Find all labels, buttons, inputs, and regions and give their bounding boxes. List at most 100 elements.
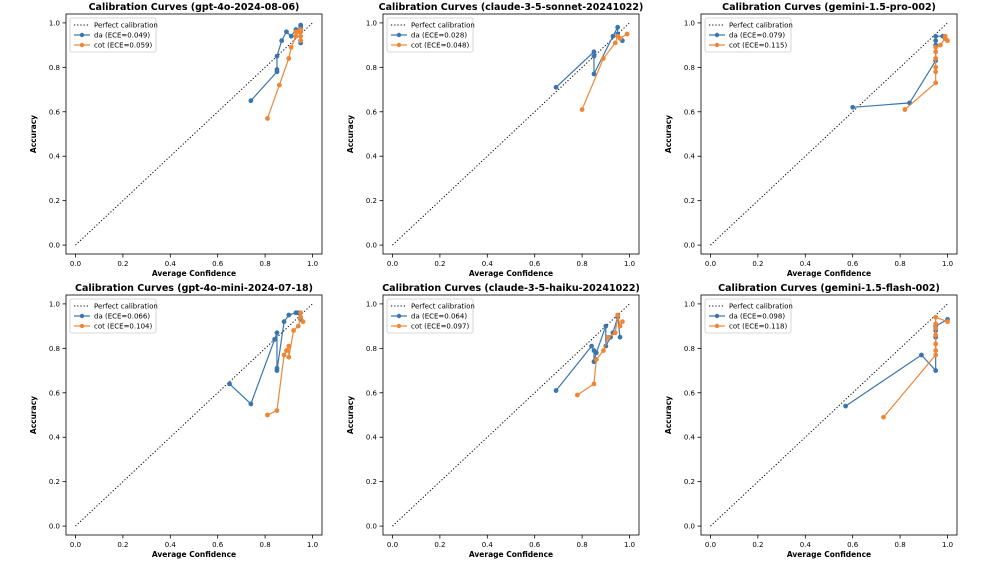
- legend: Perfect calibration da (ECE=0.049) cot (EC…: [69, 17, 158, 53]
- data-point-cot: [945, 38, 950, 44]
- x-axis-label: Average Confidence: [787, 269, 871, 278]
- x-tick-label: 0.8: [895, 541, 906, 549]
- data-point-da: [615, 24, 621, 30]
- chart-title: Calibration Curves (gemini-1.5-flash-002…: [718, 283, 940, 294]
- legend-box: [704, 17, 792, 53]
- y-tick-label: 0.4: [684, 434, 696, 442]
- legend-label-cot: cot (ECE=0.059): [94, 42, 152, 50]
- series-line-da: [845, 318, 948, 407]
- y-tick-label: 0.0: [366, 523, 377, 531]
- legend-label-da: da (ECE=0.098): [729, 313, 785, 321]
- y-axis-label: Accuracy: [346, 115, 355, 153]
- subplot-4: Calibration Curves (gpt-4o-mini-2024-07-…: [29, 283, 323, 559]
- series-line-da: [555, 317, 621, 391]
- x-tick-label: 0.2: [117, 260, 128, 268]
- data-point-cot: [265, 412, 270, 418]
- data-point-da: [591, 49, 597, 55]
- legend: Perfect calibration da (ECE=0.098) cot (EC…: [704, 298, 793, 334]
- y-tick-label: 0.8: [366, 345, 377, 353]
- x-tick-label: 0.6: [529, 541, 541, 549]
- data-point-da: [553, 84, 559, 90]
- legend-label-perfect: Perfect calibration: [729, 22, 793, 30]
- legend-box: [386, 298, 474, 334]
- data-point-cot: [620, 319, 625, 325]
- x-tick-label: 1.0: [307, 260, 318, 268]
- data-point-cot: [945, 319, 950, 325]
- legend-label-da: da (ECE=0.066): [94, 313, 150, 321]
- data-point-cot: [933, 341, 939, 347]
- legend-label-perfect: Perfect calibration: [94, 303, 158, 311]
- series-line-cot: [581, 33, 628, 110]
- data-point-cot: [288, 44, 294, 50]
- data-point-da: [286, 312, 292, 318]
- data-point-da: [610, 33, 616, 39]
- data-point-da: [274, 330, 280, 336]
- data-point-da: [248, 98, 254, 104]
- y-tick-label: 0.4: [366, 434, 378, 442]
- x-tick-label: 0.0: [705, 541, 716, 549]
- x-tick-label: 0.2: [752, 260, 763, 268]
- y-axis-label: Accuracy: [29, 115, 38, 153]
- data-point-cot: [933, 44, 939, 50]
- legend-label-da: da (ECE=0.049): [94, 32, 150, 40]
- x-tick-label: 1.0: [624, 541, 635, 549]
- data-point-da: [284, 29, 289, 35]
- data-point-cot: [298, 38, 304, 44]
- legend-label-perfect: Perfect calibration: [411, 303, 475, 311]
- data-point-cot: [933, 56, 939, 61]
- data-point-da: [288, 33, 294, 39]
- x-tick-label: 0.0: [387, 541, 398, 549]
- y-tick-label: 0.8: [684, 64, 695, 72]
- x-tick-label: 0.6: [212, 260, 224, 268]
- chart-title: Calibration Curves (gemini-1.5-pro-002): [722, 2, 936, 13]
- data-point-cot: [617, 323, 623, 329]
- y-tick-label: 0.0: [49, 242, 60, 250]
- y-tick-label: 1.0: [366, 300, 377, 308]
- chart-title: Calibration Curves (gpt-4o-mini-2024-07-…: [75, 283, 313, 294]
- data-point-cot: [286, 343, 292, 349]
- data-point-cot: [276, 82, 282, 88]
- data-point-cot: [942, 33, 948, 39]
- axes-frame: [700, 294, 958, 536]
- x-tick-label: 0.4: [165, 260, 177, 268]
- y-tick-label: 0.6: [366, 389, 378, 397]
- data-point-cot: [601, 348, 606, 353]
- perfect-calibration-line: [392, 303, 630, 527]
- data-point-da: [553, 388, 559, 393]
- legend-label-da: da (ECE=0.028): [411, 32, 467, 40]
- data-point-da: [591, 53, 597, 59]
- y-tick-label: 0.8: [49, 64, 60, 72]
- data-point-cot: [933, 352, 939, 358]
- axes-frame: [382, 13, 640, 255]
- x-tick-label: 0.2: [434, 541, 445, 549]
- data-point-cot: [298, 33, 304, 39]
- data-point-cot: [617, 36, 623, 41]
- legend-label-cot: cot (ECE=0.048): [411, 42, 469, 50]
- x-tick-label: 0.0: [387, 260, 398, 268]
- data-point-cot: [902, 107, 908, 112]
- y-axis-label: Accuracy: [29, 396, 38, 434]
- legend-box: [386, 17, 474, 53]
- legend-label-perfect: Perfect calibration: [411, 22, 475, 30]
- y-tick-label: 0.6: [684, 108, 696, 116]
- data-point-cot: [933, 49, 939, 55]
- legend-marker-da: [396, 32, 402, 38]
- data-point-cot: [591, 381, 597, 387]
- x-tick-label: 0.4: [482, 541, 494, 549]
- legend-label-perfect: Perfect calibration: [729, 303, 793, 311]
- data-point-cot: [938, 42, 943, 48]
- y-tick-label: 0.4: [49, 153, 61, 161]
- x-tick-label: 0.4: [800, 260, 812, 268]
- legend: Perfect calibration da (ECE=0.028) cot (EC…: [386, 17, 475, 53]
- subplot-1: Calibration Curves (gpt-4o-2024-08-06) 0.…: [29, 2, 323, 278]
- data-point-cot: [274, 408, 280, 413]
- x-tick-label: 0.2: [434, 260, 445, 268]
- axes-frame: [700, 13, 958, 255]
- x-axis-label: Average Confidence: [469, 269, 553, 278]
- data-point-da: [933, 368, 939, 373]
- legend-box: [69, 17, 157, 53]
- x-tick-label: 0.2: [117, 541, 128, 549]
- legend-marker-cot: [79, 323, 85, 329]
- data-point-cot: [881, 414, 886, 420]
